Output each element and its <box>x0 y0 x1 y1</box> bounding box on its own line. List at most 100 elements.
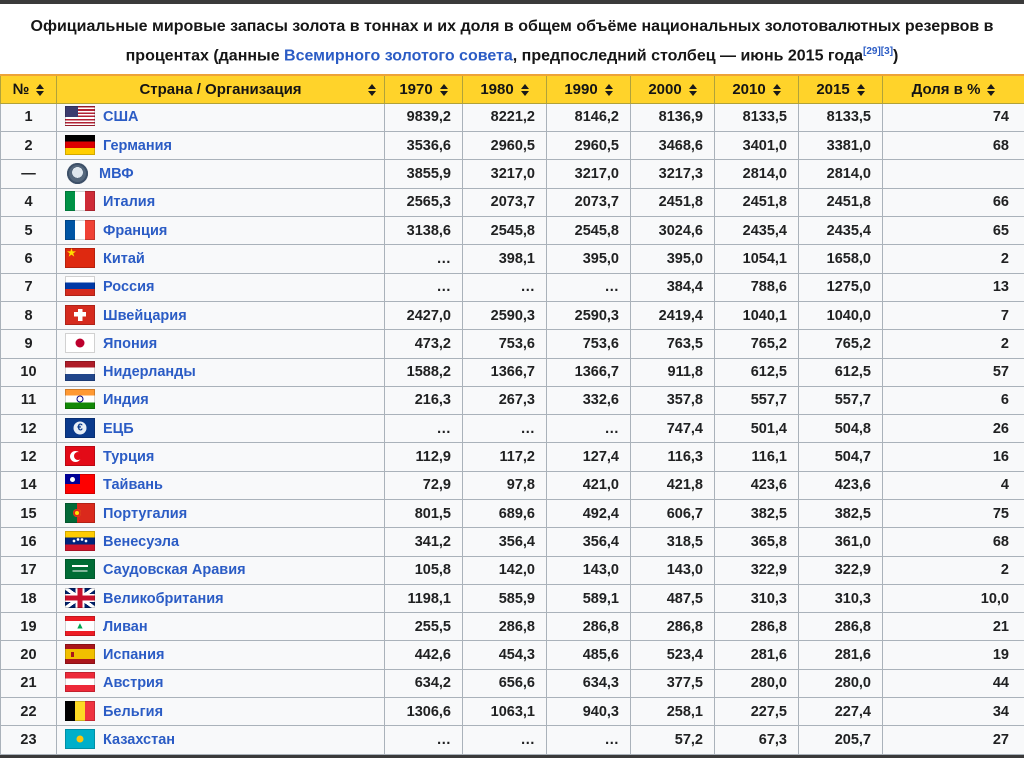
value-1970-cell: 216,3 <box>384 385 463 416</box>
value-1980-cell: 97,8 <box>462 470 547 500</box>
value-1990-cell: 395,0 <box>546 244 631 274</box>
value-2010-cell: 2814,0 <box>714 159 799 189</box>
row-number-cell: 15 <box>0 498 57 529</box>
value-2000-cell: 606,7 <box>630 498 715 529</box>
country-link[interactable]: МВФ <box>99 166 134 183</box>
table-row: 23 Казахстан … … … 57,2 67,3 205,7 27 <box>0 725 1024 755</box>
value-1970-cell: … <box>384 725 463 755</box>
value-2015-cell: 205,7 <box>798 725 883 755</box>
country-link[interactable]: Италия <box>103 194 156 211</box>
value-1970-cell: 72,9 <box>384 470 463 500</box>
country-link[interactable]: Франция <box>103 222 168 239</box>
header-1990[interactable]: 1990 <box>546 74 631 104</box>
sort-icon <box>689 84 697 96</box>
country-link[interactable]: Великобритания <box>103 590 224 607</box>
header-1970[interactable]: 1970 <box>384 74 463 104</box>
country-cell: США <box>56 102 385 133</box>
flag-it-icon <box>65 191 95 212</box>
value-2000-cell: 258,1 <box>630 697 715 727</box>
value-1990-cell: 634,3 <box>546 668 631 699</box>
value-1970-cell: 2427,0 <box>384 300 463 331</box>
header-2015[interactable]: 2015 <box>798 74 883 104</box>
value-1980-cell: 117,2 <box>462 442 547 472</box>
country-cell: Казахстан <box>56 725 385 755</box>
value-2000-cell: 747,4 <box>630 414 715 444</box>
share-cell: 13 <box>882 272 1024 302</box>
value-2015-cell: 2814,0 <box>798 159 883 189</box>
share-cell: 66 <box>882 187 1024 218</box>
header-number[interactable]: № <box>0 74 57 104</box>
country-cell: Тайвань <box>56 470 385 500</box>
table-row: 19 Ливан 255,5 286,8 286,8 286,8 286,8 2… <box>0 612 1024 642</box>
table-row: 16 Венесуэла 341,2 356,4 356,4 318,5 365… <box>0 527 1024 557</box>
share-cell: 27 <box>882 725 1024 755</box>
reference-29-link[interactable]: [29] <box>863 46 881 57</box>
country-link[interactable]: Китай <box>103 250 145 267</box>
value-2010-cell: 286,8 <box>714 612 799 642</box>
value-1990-cell: 753,6 <box>546 329 631 359</box>
value-1970-cell: 112,9 <box>384 442 463 472</box>
title-text-before: Официальные мировые запасы золота в тонн… <box>30 18 994 65</box>
value-2015-cell: 2435,4 <box>798 216 883 246</box>
table-row: 22 Бельгия 1306,6 1063,1 940,3 258,1 227… <box>0 697 1024 727</box>
country-link[interactable]: Швейцария <box>103 307 187 324</box>
world-gold-council-link[interactable]: Всемирного золотого совета <box>284 47 513 65</box>
share-cell: 44 <box>882 668 1024 699</box>
table-row: 17 Саудовская Аравия 105,8 142,0 143,0 1… <box>0 555 1024 585</box>
value-1980-cell: 142,0 <box>462 555 547 585</box>
country-link[interactable]: Тайвань <box>103 477 163 494</box>
country-link[interactable]: Венесуэла <box>103 533 180 550</box>
row-number-cell: 12 <box>0 414 57 444</box>
value-2000-cell: 377,5 <box>630 668 715 699</box>
country-cell: Саудовская Аравия <box>56 555 385 585</box>
value-2000-cell: 116,3 <box>630 442 715 472</box>
country-link[interactable]: ЕЦБ <box>103 420 134 437</box>
header-share[interactable]: Доля в % <box>882 74 1024 104</box>
value-1970-cell: 3138,6 <box>384 216 463 246</box>
share-cell: 74 <box>882 102 1024 133</box>
value-1970-cell: 442,6 <box>384 640 463 670</box>
country-link[interactable]: Германия <box>103 137 172 154</box>
share-cell: 68 <box>882 131 1024 161</box>
value-1970-cell: 3536,6 <box>384 131 463 161</box>
country-cell: Индия <box>56 385 385 416</box>
table-row: 11 Индия 216,3 267,3 332,6 357,8 557,7 5… <box>0 385 1024 416</box>
flag-ch-icon <box>65 304 95 325</box>
country-link[interactable]: Казахстан <box>103 732 176 748</box>
row-number-cell: 9 <box>0 329 57 359</box>
value-1970-cell: 1588,2 <box>384 357 463 387</box>
country-link[interactable]: Ливан <box>103 618 148 635</box>
country-link[interactable]: Саудовская Аравия <box>103 562 246 579</box>
value-2010-cell: 116,1 <box>714 442 799 472</box>
reference-3-link[interactable]: [3] <box>880 46 894 57</box>
table-row: 9 Япония 473,2 753,6 753,6 763,5 765,2 7… <box>0 329 1024 359</box>
title-closing-paren: ) <box>893 47 899 65</box>
value-1980-cell: 398,1 <box>462 244 547 274</box>
flag-jp-icon <box>65 332 95 353</box>
country-link[interactable]: США <box>103 109 139 126</box>
country-link[interactable]: Турция <box>103 449 155 466</box>
header-country[interactable]: Страна / Организация <box>56 74 385 104</box>
value-1990-cell: … <box>546 272 631 302</box>
country-link[interactable]: Нидерланды <box>103 364 196 381</box>
country-link[interactable]: Австрия <box>103 675 164 692</box>
country-link[interactable]: Япония <box>103 335 158 352</box>
country-link[interactable]: Россия <box>103 279 155 296</box>
share-cell: 26 <box>882 414 1024 444</box>
value-1990-cell: 127,4 <box>546 442 631 472</box>
value-1970-cell: 801,5 <box>384 498 463 529</box>
country-link[interactable]: Бельгия <box>103 703 164 720</box>
header-2010[interactable]: 2010 <box>714 74 799 104</box>
share-cell: 10,0 <box>882 583 1024 614</box>
flag-fr-icon <box>65 219 95 240</box>
header-2000[interactable]: 2000 <box>630 74 715 104</box>
row-number-cell: 16 <box>0 527 57 557</box>
header-1980[interactable]: 1980 <box>462 74 547 104</box>
share-cell: 65 <box>882 216 1024 246</box>
country-link[interactable]: Португалия <box>103 505 188 522</box>
value-1970-cell: 341,2 <box>384 527 463 557</box>
country-link[interactable]: Индия <box>103 392 149 409</box>
value-2010-cell: 1040,1 <box>714 300 799 331</box>
country-link[interactable]: Испания <box>103 647 165 664</box>
flag-es-icon <box>65 644 95 665</box>
